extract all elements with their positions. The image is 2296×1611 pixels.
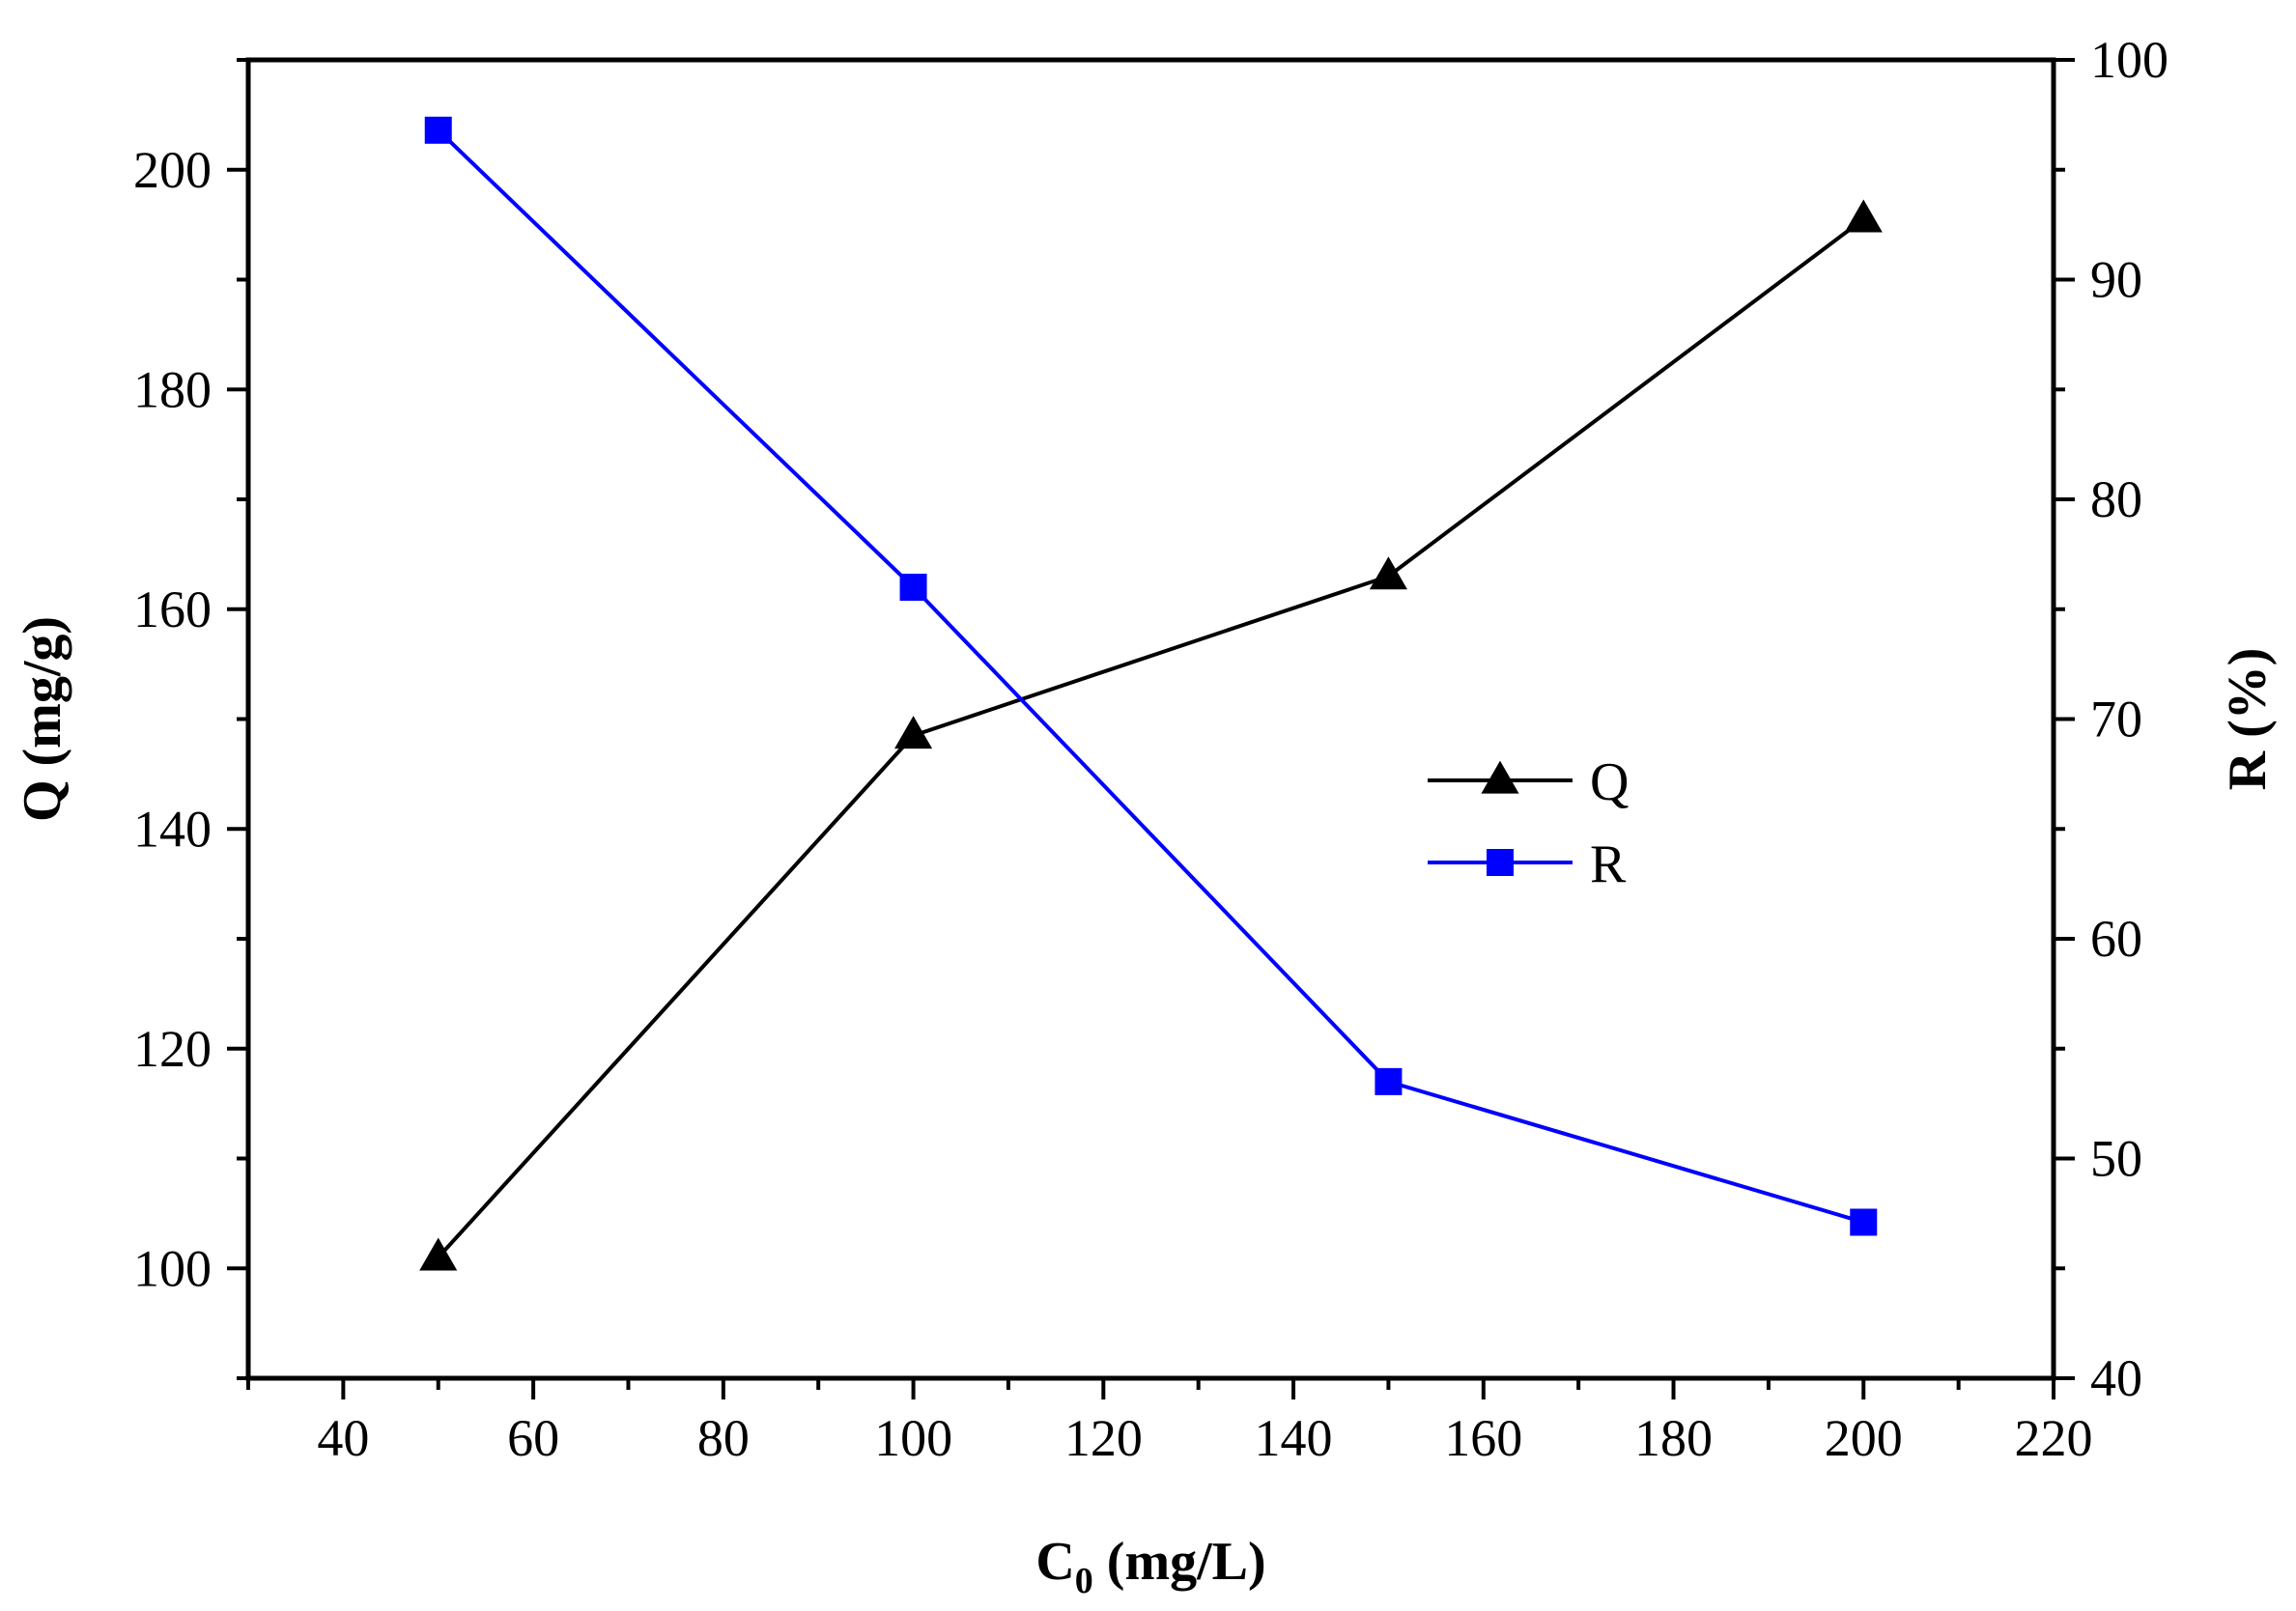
x-axis-tick-labels: 40 60 80 100 120 140 160 180 200 220 — [317, 1409, 2092, 1467]
legend: QR — [1428, 752, 1629, 894]
right-y-tick-label: 50 — [2090, 1130, 2142, 1188]
left-y-tick-label: 160 — [133, 580, 212, 638]
data-point-Q — [1369, 556, 1407, 590]
right-y-tick-label: 40 — [2090, 1349, 2142, 1407]
right-y-axis-title: R (%) — [2218, 648, 2278, 791]
series-Q — [419, 199, 1883, 1271]
right-y-tick-label: 80 — [2090, 470, 2142, 528]
right-y-tick-label: 90 — [2090, 251, 2142, 309]
left-y-tick-label: 100 — [133, 1239, 212, 1297]
left-y-tick-label: 200 — [133, 141, 212, 199]
legend-item-Q: Q — [1428, 752, 1629, 812]
right-y-tick-label: 60 — [2090, 910, 2142, 968]
data-point-R — [1850, 1208, 1878, 1236]
x-tick-label: 180 — [1634, 1409, 1713, 1467]
right-y-tick-label: 100 — [2090, 31, 2168, 89]
x-tick-label: 160 — [1444, 1409, 1522, 1467]
x-axis-title: C0 (mg/L) — [1035, 1532, 1265, 1601]
series-line-Q — [437, 217, 1865, 1259]
data-point-R — [899, 574, 927, 601]
data-point-Q — [419, 1237, 458, 1271]
legend-label: Q — [1590, 752, 1629, 812]
right-y-tick-label: 70 — [2090, 691, 2142, 749]
left-y-tick-label: 140 — [133, 800, 212, 858]
x-tick-label: 220 — [2015, 1409, 2093, 1467]
left-y-tick-label: 120 — [133, 1020, 212, 1078]
data-point-R — [1375, 1067, 1403, 1095]
data-point-Q — [1844, 199, 1883, 233]
x-tick-label: 40 — [317, 1409, 369, 1467]
data-point-R — [424, 116, 452, 144]
right-y-axis-tick-labels: 40 50 60 70 80 90 100 — [2090, 31, 2168, 1407]
x-tick-label: 120 — [1064, 1409, 1143, 1467]
series-R — [424, 116, 1878, 1236]
legend-label: R — [1590, 834, 1627, 894]
x-tick-label: 100 — [874, 1409, 952, 1467]
legend-marker — [1481, 760, 1519, 794]
tick-marks — [227, 58, 2075, 1399]
left-y-axis-tick-labels: 100 120 140 160 180 200 — [133, 141, 212, 1298]
series — [419, 116, 1883, 1271]
data-point-Q — [894, 716, 933, 749]
left-y-axis-title: Q (mg/g) — [13, 616, 72, 822]
legend-marker — [1487, 849, 1514, 876]
plot-frame — [245, 57, 2056, 1381]
x-tick-label: 80 — [697, 1409, 750, 1467]
x-tick-label: 200 — [1825, 1409, 1903, 1467]
x-tick-label: 60 — [507, 1409, 559, 1467]
legend-item-R: R — [1428, 834, 1627, 894]
x-tick-label: 140 — [1255, 1409, 1333, 1467]
left-y-tick-label: 180 — [133, 360, 212, 418]
series-line-R — [437, 128, 1864, 1225]
